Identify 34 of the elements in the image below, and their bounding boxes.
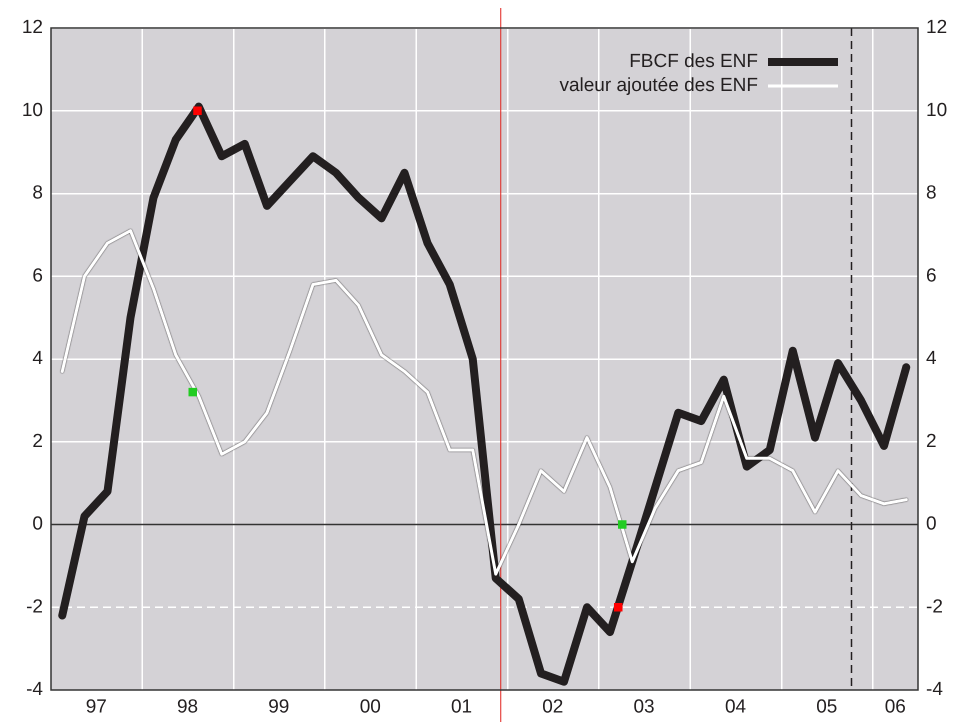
y2-tick-label: 12	[926, 17, 948, 38]
point	[188, 388, 197, 396]
y-tick-label: 6	[32, 265, 43, 286]
legend-label: FBCF des ENF	[629, 51, 758, 72]
y-tick-label: 2	[32, 430, 43, 452]
point	[193, 106, 202, 115]
x-tick-label: 01	[450, 696, 472, 718]
point	[614, 603, 622, 612]
x-tick-label: 97	[86, 696, 107, 718]
y-tick-label: 12	[22, 17, 43, 38]
x-tick-label: 06	[884, 696, 906, 718]
y2-tick-label: 4	[926, 348, 937, 370]
y-tick-label: 10	[22, 100, 43, 121]
point	[618, 520, 626, 529]
legend-label: valeur ajoutée des ENF	[559, 75, 758, 96]
y2-tick-label: 8	[926, 182, 937, 204]
y-tick-label: -2	[26, 596, 43, 618]
x-tick-label: 04	[724, 696, 746, 718]
y-tick-label: 4	[32, 348, 44, 370]
y2-tick-label: 10	[926, 100, 948, 121]
y2-tick-label: 2	[926, 430, 937, 452]
y-tick-label: 8	[32, 182, 43, 204]
x-tick-label: 98	[176, 696, 198, 718]
y2-tick-label: 0	[926, 514, 937, 535]
y-tick-label: -4	[26, 679, 44, 700]
x-tick-label: 02	[542, 696, 564, 718]
y2-tick-label: 6	[926, 265, 937, 286]
y2-tick-label: -2	[926, 596, 943, 618]
x-tick-label: 03	[633, 696, 655, 718]
x-tick-label: 00	[360, 696, 381, 718]
x-tick-label: 99	[268, 696, 290, 718]
x-tick-label: 05	[816, 696, 838, 718]
y-tick-label: 0	[32, 514, 43, 535]
y2-tick-label: -4	[926, 679, 944, 700]
